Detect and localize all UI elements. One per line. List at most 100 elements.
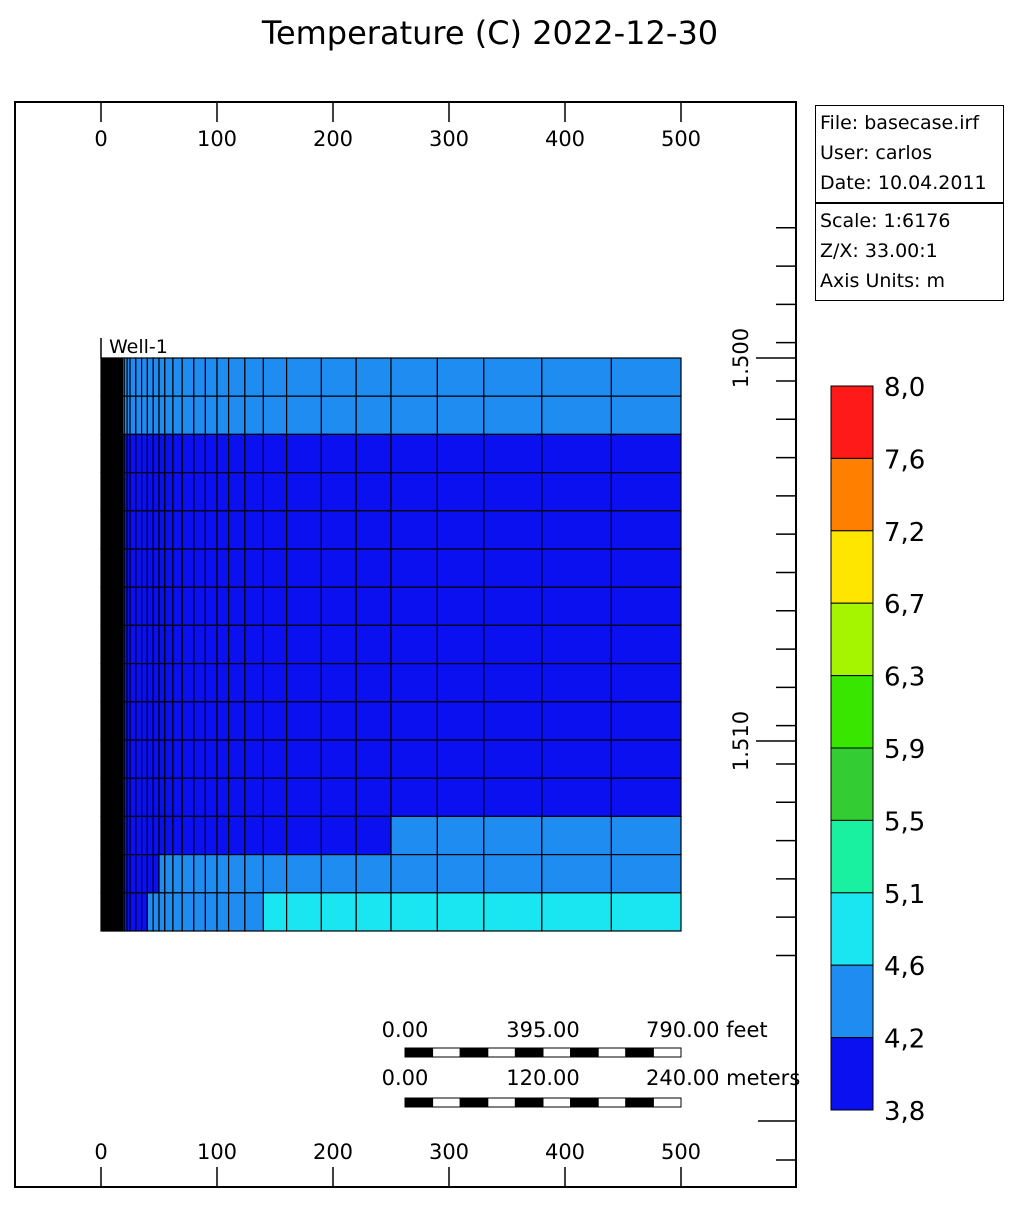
- grid-cell: [146, 510, 154, 550]
- grid-cell: [541, 815, 612, 856]
- colorbar-label: 5,9: [884, 735, 925, 765]
- colorbar-label: 6,3: [884, 663, 925, 693]
- grid-cell: [193, 662, 207, 703]
- grid-cell: [158, 510, 166, 550]
- grid-cell: [610, 662, 682, 703]
- grid-cell: [244, 433, 264, 474]
- scale-bar-meters-segment: [514, 1097, 544, 1108]
- grid-cell: [483, 624, 543, 665]
- grid-cell: [320, 662, 357, 703]
- grid-cell: [129, 701, 137, 741]
- scale-bar-feet-segment: [570, 1047, 599, 1058]
- grid-cell: [158, 395, 166, 436]
- grid-cell: [541, 777, 612, 818]
- grid-cell: [286, 624, 323, 665]
- grid-cell: [158, 853, 166, 894]
- file-info-box: File: basecase.irf User: carlos Date: 10…: [815, 105, 1004, 203]
- grid-cell: [355, 395, 392, 436]
- grid-cell: [541, 739, 612, 779]
- grid-cell: [172, 586, 183, 627]
- grid-cell: [146, 472, 154, 512]
- grid-cell: [146, 395, 154, 436]
- grid-cell: [286, 472, 323, 512]
- grid-cell: [436, 472, 485, 512]
- grid-cell: [355, 739, 392, 779]
- grid-cell: [158, 815, 166, 856]
- file-name: File: basecase.irf: [820, 112, 980, 134]
- grid-cell: [152, 548, 160, 588]
- grid-cell: [135, 395, 143, 436]
- grid-cell: [390, 433, 439, 474]
- grid-cell: [181, 510, 195, 550]
- grid-cell: [228, 892, 246, 932]
- grid-cell: [158, 586, 166, 627]
- colorbar-label: 6,7: [884, 590, 925, 620]
- grid-cell: [141, 548, 149, 588]
- grid-cell: [244, 395, 264, 436]
- grid-cell: [181, 701, 195, 741]
- grid-cell: [320, 777, 357, 818]
- scale-bar-meters-segment: [404, 1097, 434, 1108]
- grid-cell: [286, 357, 323, 397]
- grid-cell: [320, 472, 357, 512]
- grid-cell: [204, 701, 218, 741]
- grid-cell: [483, 395, 543, 436]
- grid-cell: [204, 510, 218, 550]
- grid-cell: [181, 624, 195, 665]
- grid-cell: [244, 548, 264, 588]
- grid-cell: [146, 548, 154, 588]
- grid-cell: [286, 586, 323, 627]
- grid-cell: [152, 662, 160, 703]
- grid-cell: [483, 892, 543, 932]
- grid-cell: [355, 472, 392, 512]
- grid-cell: [355, 548, 392, 588]
- grid-cell: [158, 433, 166, 474]
- grid-cell: [262, 853, 288, 894]
- grid-cell: [152, 433, 160, 474]
- scale-bar-feet-label: 0.00: [382, 1018, 429, 1042]
- grid-cell: [355, 701, 392, 741]
- grid-cell: [135, 815, 143, 856]
- grid-cell: [610, 586, 682, 627]
- scale-bar-meters-segment: [625, 1097, 654, 1108]
- grid-cell: [262, 510, 288, 550]
- zx-ratio: Z/X: 33.00:1: [820, 240, 938, 262]
- grid-cell: [541, 395, 612, 436]
- grid-cell: [193, 548, 207, 588]
- grid-cell: [146, 624, 154, 665]
- grid-cell: [228, 662, 246, 703]
- grid-cell: [152, 472, 160, 512]
- grid-cell: [141, 777, 149, 818]
- grid-cell: [135, 357, 143, 397]
- grid-cell: [193, 433, 207, 474]
- grid-cell: [286, 892, 323, 932]
- grid-cell: [390, 624, 439, 665]
- grid-cell: [152, 510, 160, 550]
- grid-cell: [204, 433, 218, 474]
- grid-cell: [610, 892, 682, 932]
- colorbar-swatch: [830, 819, 874, 894]
- colorbar-label: 7,6: [884, 445, 925, 475]
- grid-cell: [135, 472, 143, 512]
- grid-cell: [262, 777, 288, 818]
- grid-cell: [390, 510, 439, 550]
- grid-cell: [172, 357, 183, 397]
- grid-cell: [158, 701, 166, 741]
- grid-cell: [320, 548, 357, 588]
- grid-cell: [390, 357, 439, 397]
- grid-cell: [228, 357, 246, 397]
- scale-bar-meters-label: 120.00: [506, 1066, 579, 1090]
- grid-cell: [158, 777, 166, 818]
- grid-cell: [135, 586, 143, 627]
- scale-bar-meters-segment: [542, 1097, 572, 1108]
- grid-cell: [436, 357, 485, 397]
- grid-cell: [181, 395, 195, 436]
- grid-cell: [204, 815, 218, 856]
- grid-cell: [262, 815, 288, 856]
- scale-bar-meters-label: 240.00 meters: [646, 1066, 800, 1090]
- grid-cell: [228, 701, 246, 741]
- scale-bar-meters-segment: [597, 1097, 627, 1108]
- grid-cell: [129, 586, 137, 627]
- grid-cell: [436, 892, 485, 932]
- grid-cell: [355, 433, 392, 474]
